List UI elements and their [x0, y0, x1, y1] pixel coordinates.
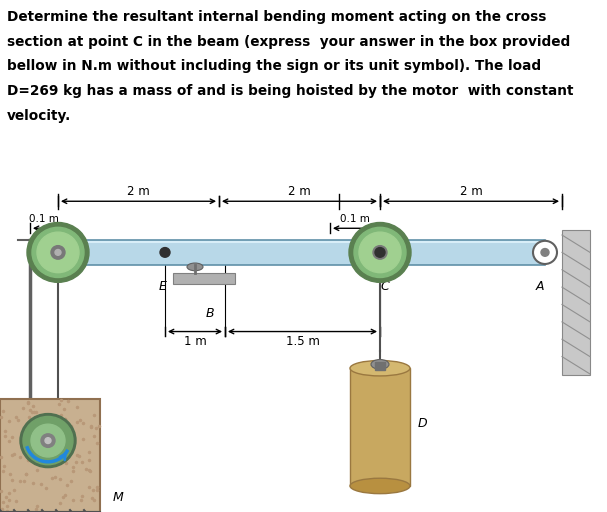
- Text: 2 m: 2 m: [288, 185, 311, 198]
- Text: bellow in N.m without including the sign or its unit symbol). The load: bellow in N.m without including the sign…: [7, 59, 541, 73]
- Text: 0.1 m: 0.1 m: [340, 214, 370, 224]
- Circle shape: [541, 248, 549, 257]
- Circle shape: [55, 249, 61, 255]
- Ellipse shape: [371, 359, 389, 369]
- Circle shape: [359, 232, 401, 273]
- Text: D: D: [417, 417, 427, 430]
- Circle shape: [354, 227, 406, 278]
- Text: C: C: [381, 280, 389, 293]
- Ellipse shape: [187, 263, 203, 271]
- Text: B: B: [206, 307, 214, 319]
- Ellipse shape: [350, 478, 410, 494]
- Circle shape: [51, 246, 65, 259]
- Bar: [0, 399, 100, 512]
- Text: 2 m: 2 m: [459, 185, 483, 198]
- Circle shape: [37, 232, 79, 273]
- Circle shape: [27, 223, 89, 282]
- Text: velocity.: velocity.: [7, 109, 72, 122]
- Text: Determine the resultant internal bending moment acting on the cross: Determine the resultant internal bending…: [7, 10, 547, 24]
- Circle shape: [160, 248, 170, 257]
- Circle shape: [31, 424, 65, 457]
- Bar: [562, 230, 590, 375]
- Bar: [35, 240, 545, 265]
- Circle shape: [45, 438, 51, 443]
- Bar: [173, 273, 235, 284]
- Circle shape: [23, 416, 73, 465]
- Circle shape: [20, 414, 76, 467]
- Bar: [350, 368, 410, 486]
- Text: E: E: [159, 280, 167, 293]
- Text: section at point C in the beam (express  your answer in the box provided: section at point C in the beam (express …: [7, 35, 571, 49]
- Text: 0.1 m: 0.1 m: [29, 214, 59, 224]
- Text: 1.5 m: 1.5 m: [285, 335, 319, 348]
- Circle shape: [377, 249, 383, 255]
- Circle shape: [533, 241, 557, 264]
- Text: 1 m: 1 m: [184, 335, 206, 348]
- Bar: [375, 362, 385, 370]
- Text: A: A: [536, 280, 544, 293]
- Circle shape: [41, 434, 55, 447]
- Circle shape: [349, 223, 411, 282]
- Text: D=269 kg has a mass of and is being hoisted by the motor  with constant: D=269 kg has a mass of and is being hois…: [7, 84, 574, 98]
- Text: 2 m: 2 m: [127, 185, 150, 198]
- Circle shape: [375, 248, 385, 257]
- Ellipse shape: [350, 360, 410, 376]
- Circle shape: [373, 246, 387, 259]
- Circle shape: [32, 227, 84, 278]
- Text: M: M: [113, 491, 123, 504]
